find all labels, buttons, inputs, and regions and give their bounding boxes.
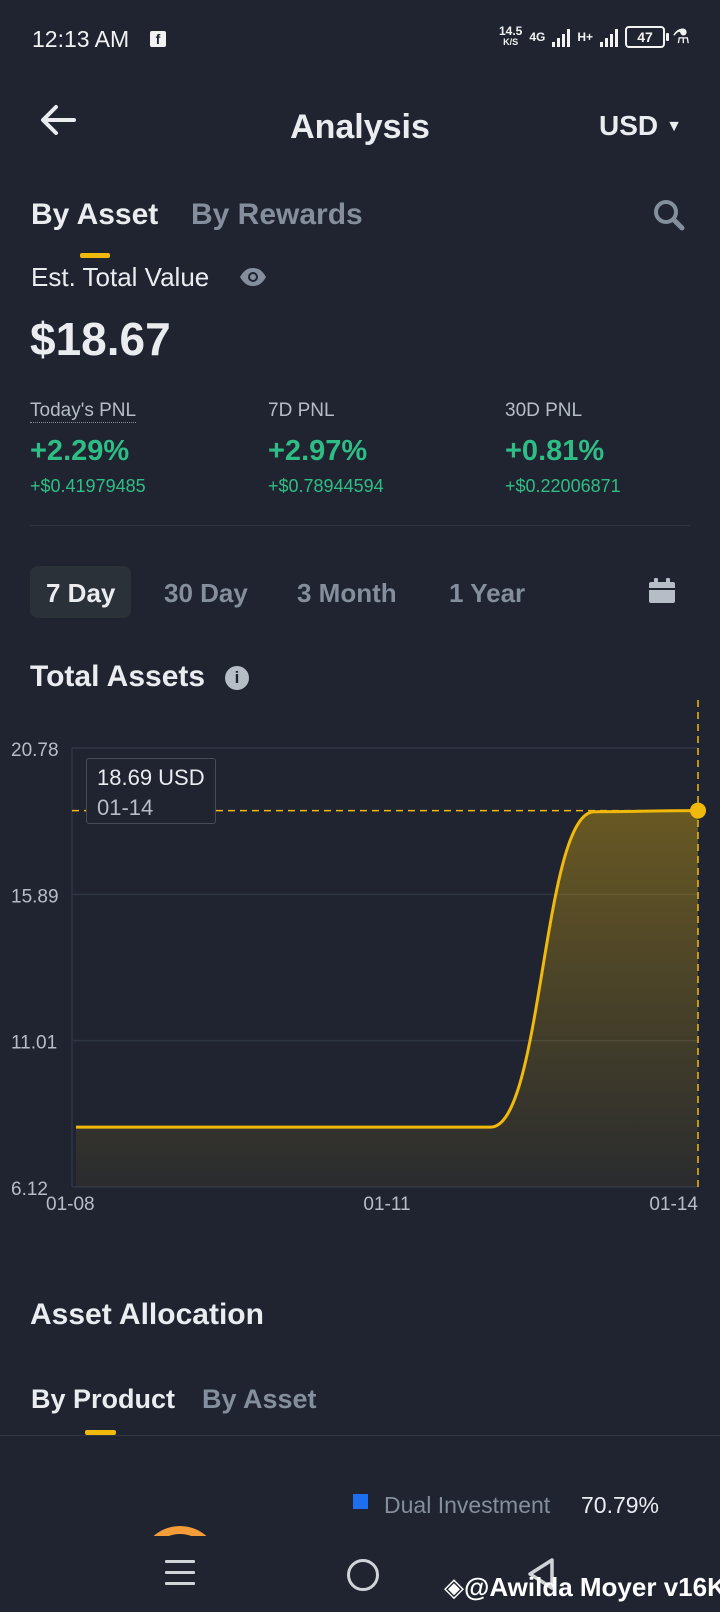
series-area bbox=[76, 810, 698, 1187]
home-icon[interactable] bbox=[347, 1559, 379, 1591]
back-triangle-icon[interactable] bbox=[524, 1556, 558, 1592]
tab-by-asset[interactable]: By Asset bbox=[31, 198, 159, 231]
pnl-amount: +$0.78944594 bbox=[268, 476, 384, 496]
flask-icon: ⚗ bbox=[672, 26, 690, 48]
network-type-label: 4G bbox=[529, 29, 546, 44]
recent-apps-icon[interactable] bbox=[165, 1560, 195, 1593]
signal-icon-2 bbox=[600, 27, 619, 47]
divider bbox=[30, 525, 690, 526]
total-assets-title: Total Assets bbox=[30, 660, 206, 693]
allocation-donut-chart bbox=[140, 1526, 220, 1540]
total-value: $18.67 bbox=[30, 313, 171, 365]
status-icons: 14.5 K/S 4G H+ 47 ⚗ bbox=[499, 24, 690, 49]
tab-by-rewards[interactable]: By Rewards bbox=[191, 198, 363, 231]
legend-label: Dual Investment bbox=[384, 1492, 551, 1518]
range-7-day[interactable]: 7 Day bbox=[46, 578, 116, 608]
range-active-bg bbox=[30, 566, 131, 618]
caret-down-icon: ▼ bbox=[666, 118, 682, 135]
pnl-label[interactable]: Today's PNL bbox=[30, 400, 137, 423]
eye-icon[interactable] bbox=[238, 262, 268, 292]
pnl-percent: +2.97% bbox=[268, 435, 368, 467]
pnl-percent: +2.29% bbox=[30, 435, 130, 467]
legend-percent: 70.79% bbox=[581, 1492, 660, 1518]
series-line bbox=[76, 809, 699, 1129]
x-tick-label: 01-11 bbox=[363, 1194, 410, 1215]
binance-logo-icon: ◈ bbox=[444, 1572, 464, 1602]
watermark: ◈@Awilda Moyer v16K bbox=[444, 1572, 720, 1602]
x-tick-label: 01-08 bbox=[46, 1194, 95, 1215]
pnl-percent: +0.81% bbox=[505, 435, 605, 467]
crosshair-point bbox=[690, 802, 706, 819]
back-arrow-icon[interactable] bbox=[38, 100, 78, 147]
pnl-amount: +$0.41979485 bbox=[30, 476, 146, 496]
status-time: 12:13 AM bbox=[32, 26, 130, 52]
est-total-value-label: Est. Total Value bbox=[31, 262, 210, 292]
active-tab-indicator bbox=[80, 253, 110, 258]
tab-by-product[interactable]: By Product bbox=[31, 1384, 176, 1414]
y-tick-label: 6.12 bbox=[11, 1179, 48, 1200]
pnl-label: 30D PNL bbox=[505, 400, 583, 421]
tooltip-date: 01-14 bbox=[97, 795, 154, 820]
x-tick-label: 01-14 bbox=[649, 1194, 698, 1215]
pnl-7d: 7D PNL +2.97% +$0.78944594 bbox=[268, 400, 384, 497]
currency-selector[interactable]: USD ▼ bbox=[599, 110, 682, 141]
y-tick-label: 11.01 bbox=[11, 1033, 57, 1054]
pnl-amount: +$0.22006871 bbox=[505, 476, 621, 496]
chart-tooltip: 18.69 USD 01-14 bbox=[86, 758, 216, 824]
facebook-notification-icon: f bbox=[150, 31, 166, 47]
network-speed: 14.5 K/S bbox=[499, 23, 523, 47]
signal-icon bbox=[552, 27, 571, 47]
page-title: Analysis bbox=[290, 108, 430, 146]
pnl-today: Today's PNL +2.29% +$0.41979485 bbox=[30, 400, 146, 497]
tooltip-value: 18.69 USD bbox=[97, 765, 205, 790]
y-tick-label: 15.89 bbox=[11, 886, 59, 907]
divider bbox=[0, 1435, 720, 1436]
info-icon[interactable]: i bbox=[225, 666, 249, 690]
y-tick-label: 20.78 bbox=[11, 740, 59, 761]
range-30-day[interactable]: 30 Day bbox=[164, 578, 248, 608]
legend-swatch bbox=[353, 1494, 368, 1509]
asset-allocation-title: Asset Allocation bbox=[30, 1298, 264, 1331]
pnl-label: 7D PNL bbox=[268, 400, 335, 421]
range-3-month[interactable]: 3 Month bbox=[297, 578, 397, 608]
network-type2-label: H+ bbox=[577, 29, 594, 44]
calendar-icon[interactable] bbox=[648, 578, 676, 604]
range-1-year[interactable]: 1 Year bbox=[449, 578, 526, 608]
battery-icon: 47 bbox=[625, 25, 670, 48]
active-tab-indicator bbox=[85, 1430, 116, 1435]
search-icon[interactable] bbox=[652, 198, 686, 232]
pnl-30d: 30D PNL +0.81% +$0.22006871 bbox=[505, 400, 621, 497]
tab-allocation-by-asset[interactable]: By Asset bbox=[202, 1384, 317, 1414]
